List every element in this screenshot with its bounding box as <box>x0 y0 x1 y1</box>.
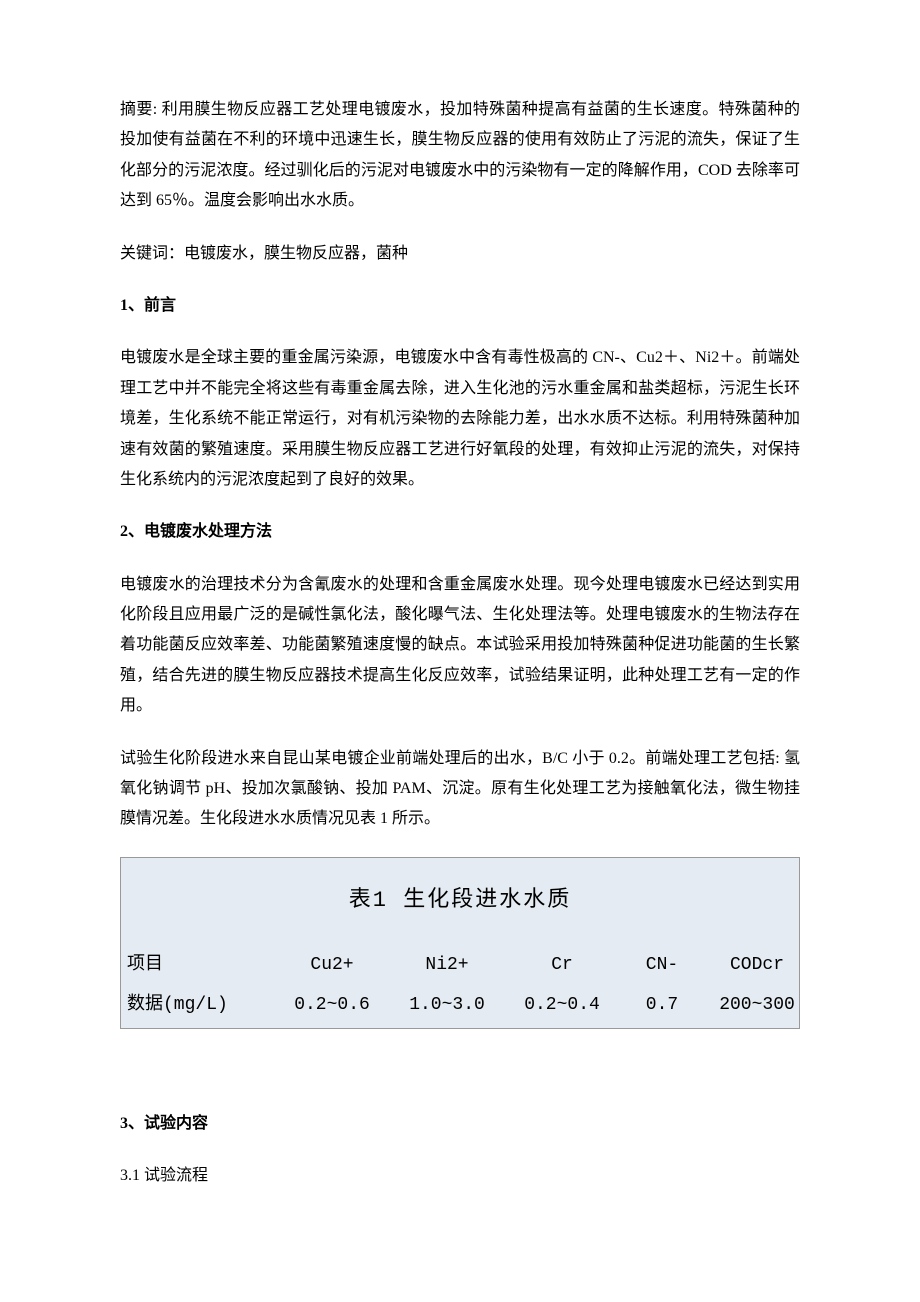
section-1-body: 电镀废水是全球主要的重金属污染源，电镀废水中含有毒性极高的 CN-、Cu2＋、N… <box>120 343 800 495</box>
table-header-cell: 项目 <box>127 948 277 982</box>
section-2-p1: 电镀废水的治理技术分为含氰废水的处理和含重金属废水处理。现今处理电镀废水已经达到… <box>120 570 800 722</box>
keywords-text: 电镀废水，膜生物反应器，菌种 <box>184 245 408 262</box>
page: 摘要: 利用膜生物反应器工艺处理电镀废水，投加特殊菌种提高有益菌的生长速度。特殊… <box>0 0 920 1274</box>
table-data-cell: 数据(mg/L) <box>127 988 277 1022</box>
abstract-text: 利用膜生物反应器工艺处理电镀废水，投加特殊菌种提高有益菌的生长速度。特殊菌种的投… <box>120 101 800 209</box>
section-2-p2: 试验生化阶段进水来自昆山某电镀企业前端处理后的出水，B/C 小于 0.2。前端处… <box>120 744 800 835</box>
table-data-cell: 1.0~3.0 <box>387 988 507 1022</box>
keywords: 关键词：电镀废水，膜生物反应器，菌种 <box>120 239 800 269</box>
abstract: 摘要: 利用膜生物反应器工艺处理电镀废水，投加特殊菌种提高有益菌的生长速度。特殊… <box>120 95 800 217</box>
abstract-label: 摘要: <box>120 101 157 118</box>
table-1-header-row: 项目 Cu2+ Ni2+ Cr CN- CODcr <box>121 948 799 988</box>
spacer <box>120 1059 800 1109</box>
table-data-cell: 200~300 <box>707 988 807 1022</box>
table-1: 表1 生化段进水水质 项目 Cu2+ Ni2+ Cr CN- CODcr 数据(… <box>120 857 800 1029</box>
table-data-cell: 0.7 <box>617 988 707 1022</box>
table-header-cell: CN- <box>617 948 707 982</box>
table-data-cell: 0.2~0.6 <box>277 988 387 1022</box>
table-1-title: 表1 生化段进水水质 <box>121 858 799 948</box>
table-header-cell: Ni2+ <box>387 948 507 982</box>
table-header-cell: Cu2+ <box>277 948 387 982</box>
section-2-title: 2、电镀废水处理方法 <box>120 517 800 547</box>
section-1-title: 1、前言 <box>120 291 800 321</box>
table-1-data-row: 数据(mg/L) 0.2~0.6 1.0~3.0 0.2~0.4 0.7 200… <box>121 988 799 1028</box>
section-3-sub1: 3.1 试验流程 <box>120 1161 800 1191</box>
table-header-cell: CODcr <box>707 948 807 982</box>
keywords-label: 关键词： <box>120 245 184 262</box>
table-header-cell: Cr <box>507 948 617 982</box>
table-data-cell: 0.2~0.4 <box>507 988 617 1022</box>
section-3-title: 3、试验内容 <box>120 1109 800 1139</box>
